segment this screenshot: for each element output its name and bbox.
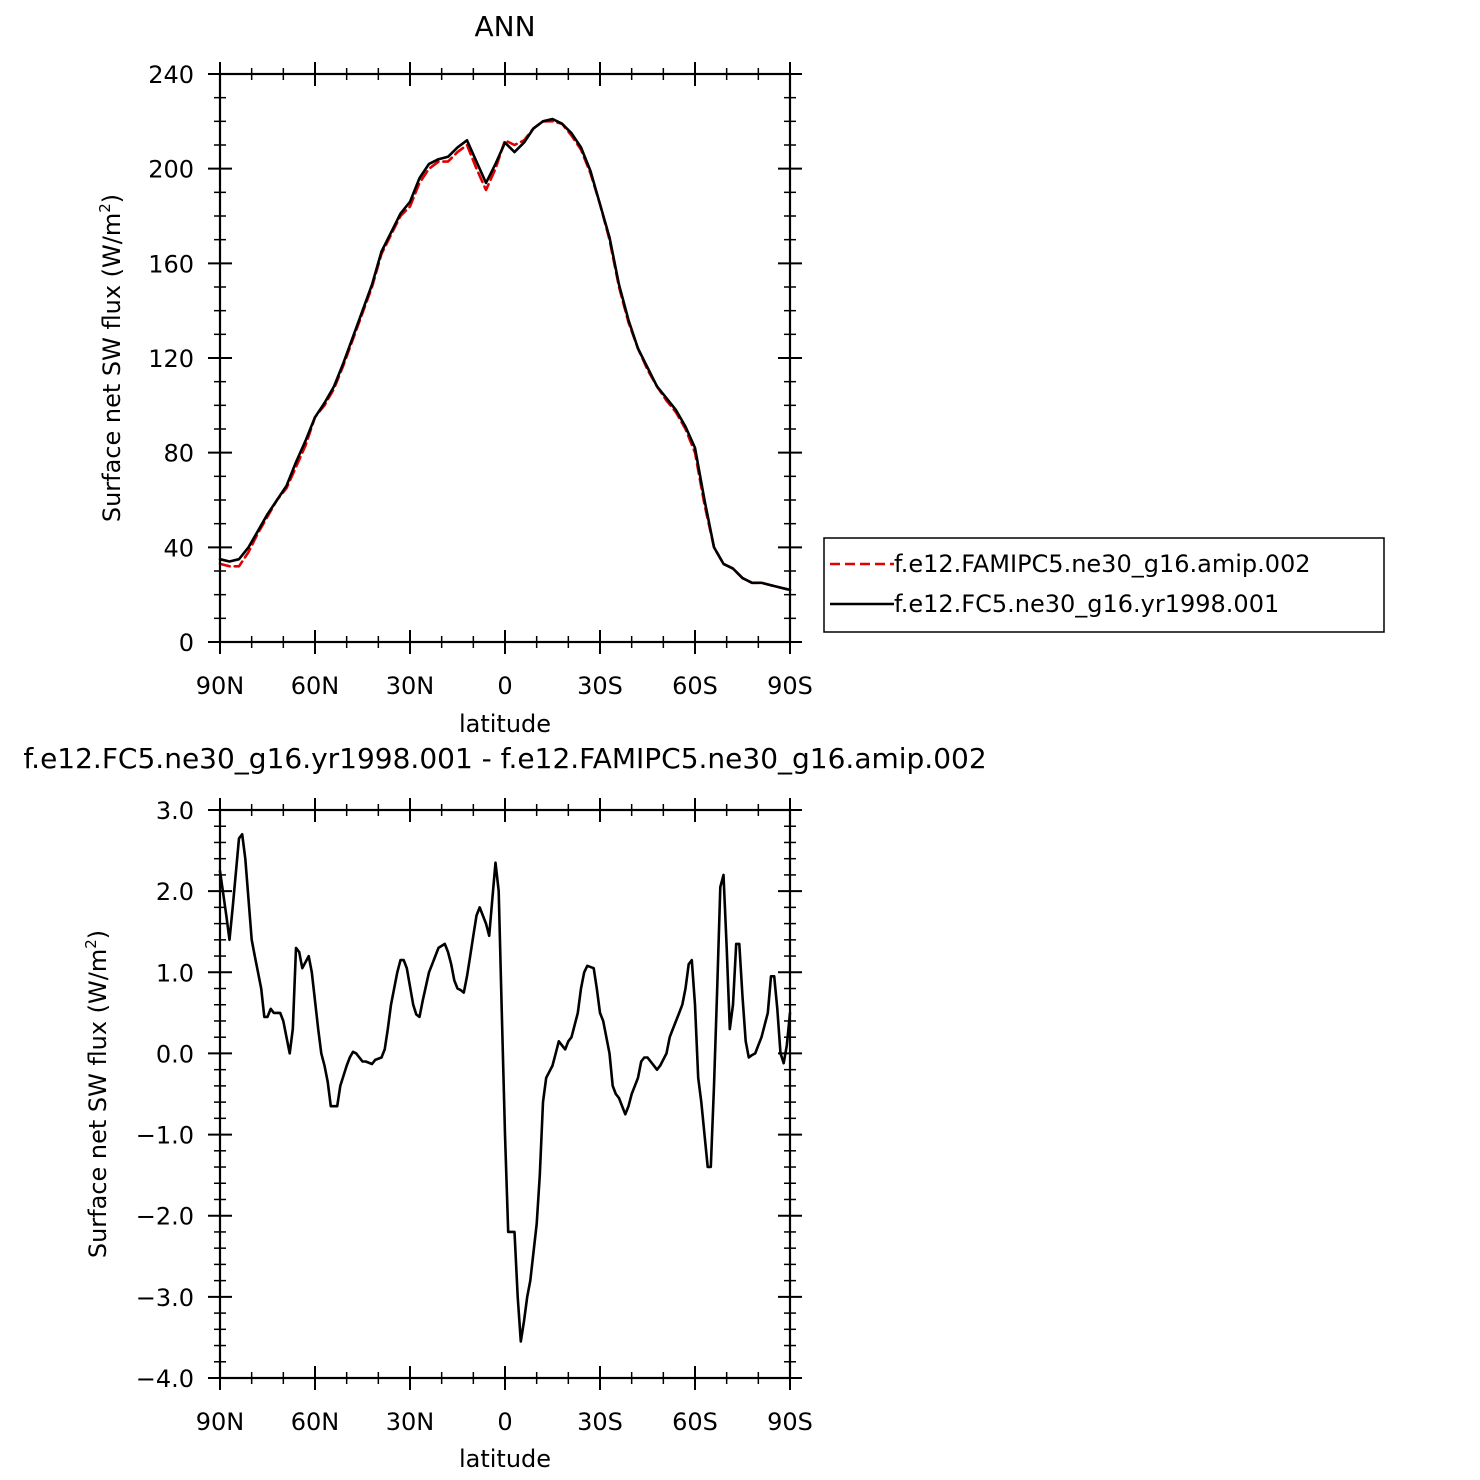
bottom-y-tick-label: −4.0 bbox=[136, 1365, 194, 1393]
top-series-line-1 bbox=[218, 117, 792, 592]
bottom-x-tick-label: 30N bbox=[386, 1408, 435, 1436]
top-y-tick-label: 160 bbox=[148, 250, 194, 278]
top-y-axis-label-main: Surface net SW flux (W/m bbox=[98, 213, 126, 522]
top-x-tick-label: 30N bbox=[386, 672, 435, 700]
bottom-plot-frame bbox=[218, 808, 792, 1380]
top-x-tick-label: 0 bbox=[497, 672, 512, 700]
top-y-tick-label: 120 bbox=[148, 345, 194, 373]
top-axis-ticks bbox=[208, 62, 802, 654]
top-x-axis-label: latitude bbox=[459, 710, 551, 738]
bottom-y-tick-label: −3.0 bbox=[136, 1284, 194, 1312]
top-x-tick-label: 60S bbox=[672, 672, 718, 700]
bottom-y-tick-labels: −4.0 −3.0 −2.0 −1.0 0.0 1.0 2.0 3.0 bbox=[136, 797, 194, 1393]
top-y-tick-label: 200 bbox=[148, 156, 194, 184]
top-x-tick-label: 30S bbox=[577, 672, 623, 700]
bottom-series-line-0 bbox=[218, 833, 792, 1343]
legend-box bbox=[823, 537, 1385, 633]
bottom-y-tick-label: 3.0 bbox=[156, 797, 194, 825]
top-x-tick-label: 90N bbox=[196, 672, 245, 700]
bottom-panel: f.e12.FC5.ne30_g16.yr1998.001 - f.e12.FA… bbox=[23, 742, 986, 1473]
bottom-x-tick-label: 90N bbox=[196, 1408, 245, 1436]
bottom-y-tick-label: −1.0 bbox=[136, 1122, 194, 1150]
legend-label-amip: f.e12.FAMIPC5.ne30_g16.amip.002 bbox=[894, 550, 1311, 578]
bottom-y-tick-label: 2.0 bbox=[156, 878, 194, 906]
bottom-y-tick-label: −2.0 bbox=[136, 1203, 194, 1231]
bottom-y-tick-label: 1.0 bbox=[156, 959, 194, 987]
top-x-tick-labels: 90N 60N 30N 0 30S 60S 90S bbox=[196, 672, 813, 700]
legend-label-fc5: f.e12.FC5.ne30_g16.yr1998.001 bbox=[894, 590, 1279, 618]
top-x-tick-label: 60N bbox=[291, 672, 340, 700]
top-y-tick-labels: 0 40 80 120 160 200 240 bbox=[148, 61, 194, 657]
bottom-plot-area bbox=[218, 833, 792, 1343]
bottom-y-axis-label-close: ) bbox=[84, 930, 112, 939]
top-series-line-0 bbox=[218, 120, 792, 592]
bottom-x-tick-label: 0 bbox=[497, 1408, 512, 1436]
top-x-tick-label: 90S bbox=[767, 672, 813, 700]
bottom-x-tick-label: 60S bbox=[672, 1408, 718, 1436]
bottom-y-axis-label-main: Surface net SW flux (W/m bbox=[84, 949, 112, 1258]
bottom-y-axis-label: Surface net SW flux (W/m2) bbox=[82, 930, 112, 1258]
top-y-tick-label: 0 bbox=[179, 629, 194, 657]
bottom-x-tick-label: 30S bbox=[577, 1408, 623, 1436]
top-y-axis-label-close: ) bbox=[98, 194, 126, 203]
top-title: ANN bbox=[474, 10, 535, 43]
bottom-title: f.e12.FC5.ne30_g16.yr1998.001 - f.e12.FA… bbox=[23, 742, 986, 775]
bottom-x-tick-label: 90S bbox=[767, 1408, 813, 1436]
bottom-y-axis-label-sup: 2 bbox=[82, 939, 100, 949]
bottom-x-tick-label: 60N bbox=[291, 1408, 340, 1436]
top-y-axis-label: Surface net SW flux (W/m2) bbox=[96, 194, 126, 522]
top-plot-frame bbox=[218, 72, 792, 644]
top-y-axis-label-sup: 2 bbox=[96, 203, 114, 213]
top-plot-area bbox=[218, 117, 792, 592]
legend: f.e12.FAMIPC5.ne30_g16.amip.002 f.e12.FC… bbox=[823, 537, 1385, 633]
top-y-tick-label: 240 bbox=[148, 61, 194, 89]
bottom-y-tick-label: 0.0 bbox=[156, 1040, 194, 1068]
top-y-tick-label: 40 bbox=[163, 534, 194, 562]
top-y-tick-label: 80 bbox=[163, 440, 194, 468]
bottom-x-axis-label: latitude bbox=[459, 1445, 551, 1473]
bottom-x-tick-labels: 90N 60N 30N 0 30S 60S 90S bbox=[196, 1408, 813, 1436]
